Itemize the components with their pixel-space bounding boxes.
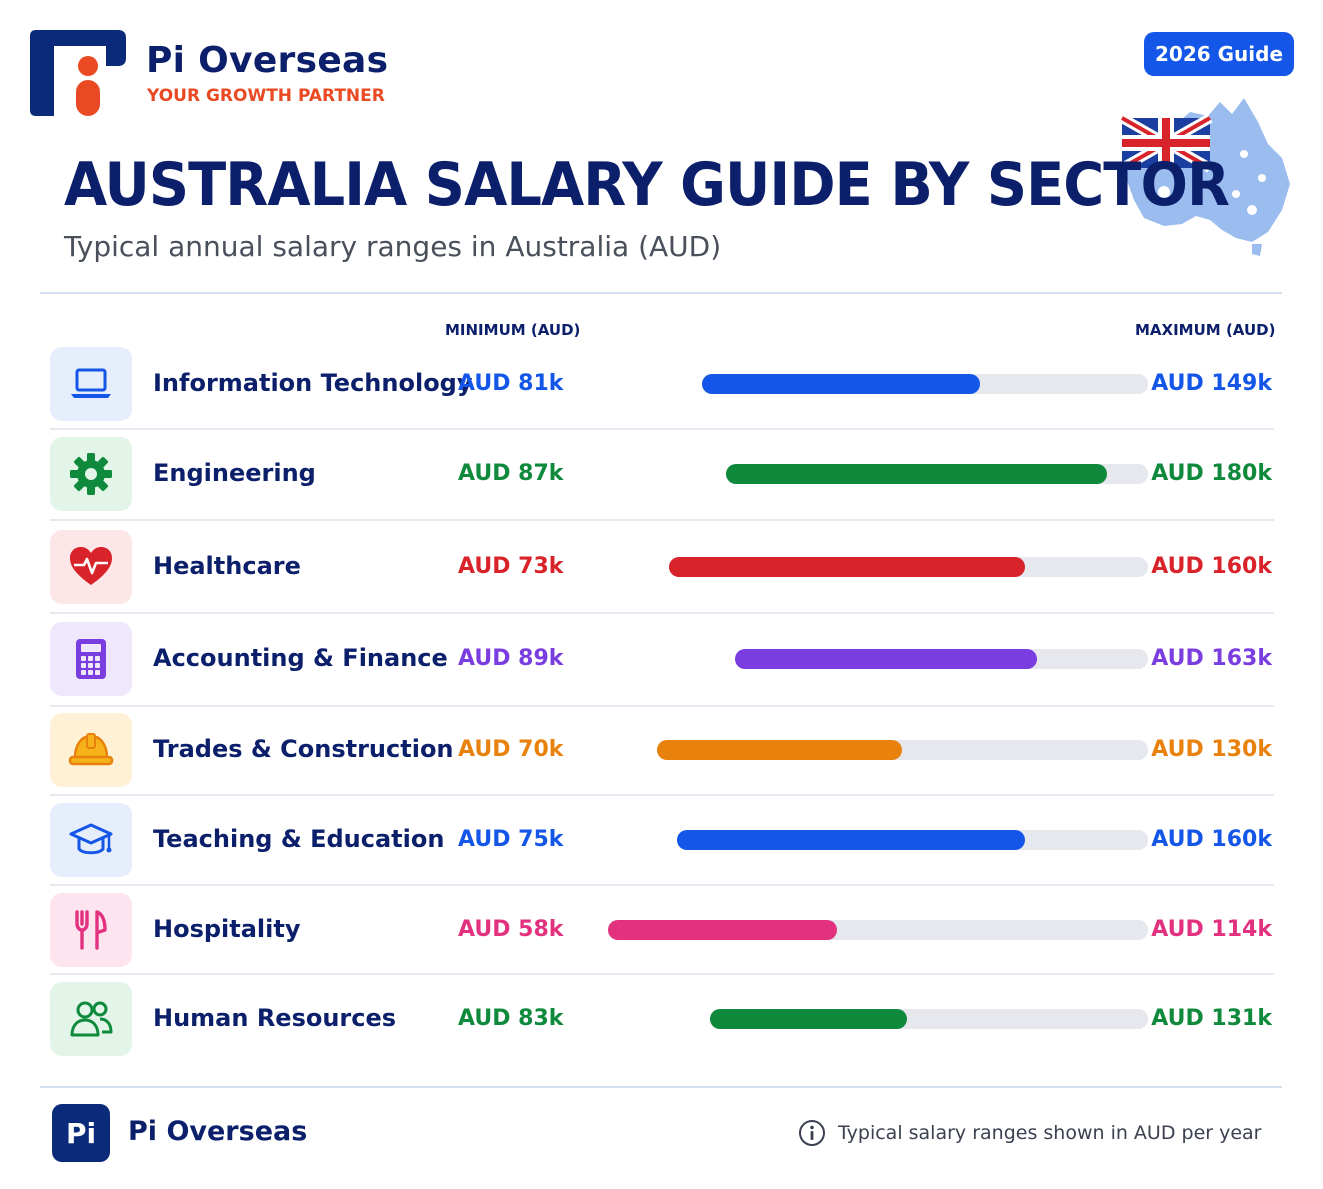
category-label: Engineering bbox=[153, 459, 316, 487]
page-title: AUSTRALIA SALARY GUIDE BY SECTOR bbox=[64, 150, 1230, 220]
header-divider bbox=[40, 292, 1282, 294]
category-label: Trades & Construction bbox=[153, 735, 454, 763]
row-divider bbox=[50, 884, 1274, 886]
maximum-salary-label: AUD 131k bbox=[1151, 1006, 1272, 1031]
maximum-column-header: MAXIMUM (AUD) bbox=[1135, 321, 1276, 339]
minimum-salary-label: AUD 89k bbox=[458, 646, 564, 671]
row-divider bbox=[50, 794, 1274, 796]
category-label: Human Resources bbox=[153, 1004, 397, 1032]
salary-range-bar bbox=[701, 374, 981, 394]
heart-pulse-icon bbox=[70, 547, 112, 585]
minimum-salary-label: AUD 73k bbox=[458, 554, 564, 579]
category-icon-box bbox=[50, 982, 132, 1056]
people-icon bbox=[70, 1001, 113, 1037]
category-icon-box bbox=[50, 622, 132, 696]
guide-badge: 2026 Guide bbox=[1144, 32, 1294, 76]
salary-range-bar bbox=[656, 740, 903, 760]
fork-knife-icon bbox=[75, 910, 107, 950]
salary-range-track bbox=[656, 740, 1148, 760]
chart-row: Hospitality AUD 58k AUD 114k bbox=[50, 893, 1274, 983]
maximum-salary-label: AUD 180k bbox=[1151, 461, 1272, 486]
chart-row: Healthcare AUD 73k AUD 160k bbox=[50, 530, 1274, 620]
category-icon-box bbox=[50, 893, 132, 967]
info-icon bbox=[799, 1120, 825, 1146]
gear-icon bbox=[70, 453, 112, 495]
pi-overseas-logo bbox=[30, 30, 126, 116]
minimum-salary-label: AUD 70k bbox=[458, 737, 564, 762]
brand-tagline: YOUR GROWTH PARTNER bbox=[147, 86, 385, 106]
laptop-icon bbox=[71, 368, 111, 398]
maximum-salary-label: AUD 163k bbox=[1151, 646, 1272, 671]
footer-note-text: Typical salary ranges shown in AUD per y… bbox=[838, 1122, 1262, 1144]
footer-logo: Pi bbox=[52, 1104, 110, 1162]
maximum-salary-label: AUD 130k bbox=[1151, 737, 1272, 762]
minimum-salary-label: AUD 87k bbox=[458, 461, 564, 486]
minimum-salary-label: AUD 58k bbox=[458, 917, 564, 942]
hard-hat-icon bbox=[68, 733, 114, 766]
chart-row: Accounting & Finance AUD 89k AUD 163k bbox=[50, 622, 1274, 712]
salary-range-track bbox=[669, 557, 1148, 577]
salary-range-track bbox=[726, 464, 1148, 484]
minimum-column-header: MINIMUM (AUD) bbox=[445, 321, 581, 339]
category-icon-box bbox=[50, 347, 132, 421]
category-label: Hospitality bbox=[153, 915, 301, 943]
australia-map-icon bbox=[1119, 98, 1290, 256]
calculator-icon bbox=[76, 639, 106, 679]
salary-range-bar bbox=[726, 464, 1108, 484]
row-divider bbox=[50, 612, 1274, 614]
chart-row: Engineering AUD 87k AUD 180k bbox=[50, 437, 1274, 527]
salary-range-track bbox=[677, 830, 1148, 850]
footer-note: Typical salary ranges shown in AUD per y… bbox=[798, 1119, 1262, 1147]
row-divider bbox=[50, 973, 1274, 975]
salary-range-bar bbox=[669, 557, 1026, 577]
maximum-salary-label: AUD 149k bbox=[1151, 371, 1272, 396]
brand-name: Pi Overseas bbox=[146, 40, 389, 81]
footer-brand: Pi Overseas bbox=[128, 1116, 308, 1147]
chart-row: Teaching & Education AUD 75k AUD 160k bbox=[50, 803, 1274, 893]
chart-row: Trades & Construction AUD 70k AUD 130k bbox=[50, 713, 1274, 803]
salary-range-bar bbox=[607, 920, 837, 940]
row-divider bbox=[50, 519, 1274, 521]
category-icon-box bbox=[50, 437, 132, 511]
category-label: Healthcare bbox=[153, 552, 301, 580]
maximum-salary-label: AUD 114k bbox=[1151, 917, 1272, 942]
page-subtitle: Typical annual salary ranges in Australi… bbox=[64, 230, 722, 263]
minimum-salary-label: AUD 75k bbox=[458, 827, 564, 852]
row-divider bbox=[50, 705, 1274, 707]
row-divider bbox=[50, 428, 1274, 430]
salary-range-bar bbox=[710, 1009, 907, 1029]
category-icon-box bbox=[50, 803, 132, 877]
maximum-salary-label: AUD 160k bbox=[1151, 554, 1272, 579]
footer-divider bbox=[40, 1086, 1282, 1088]
category-label: Accounting & Finance bbox=[153, 644, 448, 672]
category-label: Teaching & Education bbox=[153, 825, 445, 853]
graduation-cap-icon bbox=[69, 823, 113, 855]
category-icon-box bbox=[50, 530, 132, 604]
chart-row: Human Resources AUD 83k AUD 131k bbox=[50, 982, 1274, 1072]
minimum-salary-label: AUD 83k bbox=[458, 1006, 564, 1031]
chart-row: Information Technology AUD 81k AUD 149k bbox=[50, 347, 1274, 437]
salary-range-track bbox=[734, 649, 1148, 669]
salary-range-track bbox=[701, 374, 1148, 394]
salary-range-bar bbox=[677, 830, 1026, 850]
salary-range-track bbox=[710, 1009, 1148, 1029]
category-label: Information Technology bbox=[153, 369, 473, 397]
salary-range-bar bbox=[734, 649, 1038, 669]
category-icon-box bbox=[50, 713, 132, 787]
minimum-salary-label: AUD 81k bbox=[458, 371, 564, 396]
salary-range-track bbox=[607, 920, 1148, 940]
maximum-salary-label: AUD 160k bbox=[1151, 827, 1272, 852]
